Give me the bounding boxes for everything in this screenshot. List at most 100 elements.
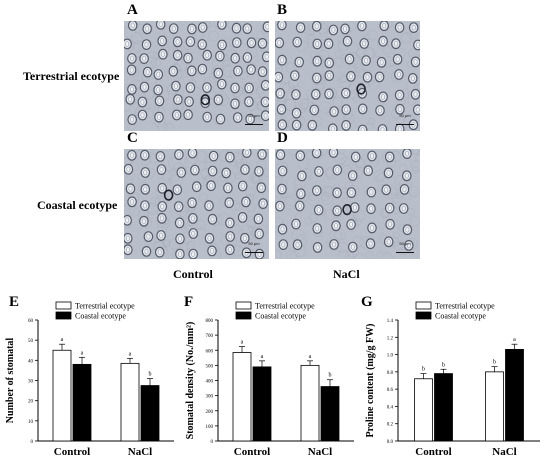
chart-g-bar xyxy=(505,348,524,442)
chart-e-y-tick-label: 50 xyxy=(28,339,34,344)
chart-e-y-tick-label: 0 xyxy=(31,440,34,445)
chart-g-x-tick-label: Control xyxy=(415,446,451,458)
chart-e-y-tick-label: 60 xyxy=(28,319,34,324)
chart-g-y-tick-label: 1.4 xyxy=(387,319,394,324)
panel-letter-d: D xyxy=(277,130,288,146)
panel-letter-g: G xyxy=(361,294,373,310)
panel-letter-c: C xyxy=(127,130,138,146)
chart-f-legend-label: Coastal ecotype xyxy=(255,312,306,321)
column-label-control: Control xyxy=(173,267,213,281)
scale-bar-label-c: 50 μm xyxy=(248,241,260,246)
chart-f-significance-letter: a xyxy=(241,339,244,345)
chart-f: 0 100 200 300 400 500 600 700 800 Stomatal densit… xyxy=(180,298,362,466)
scale-bar-a: 50 μm xyxy=(245,113,263,125)
chart-g-y-tick-label: 1.0 xyxy=(387,354,394,359)
chart-e-legend-swatch xyxy=(55,301,72,310)
chart-f-x-tick-label: NaCl xyxy=(308,446,332,458)
chart-e-y-tick-label: 10 xyxy=(28,420,34,425)
micrograph-d: 50 μm xyxy=(275,149,420,259)
scale-bar-label-b: 50 μm xyxy=(399,113,411,118)
chart-f-y-label: Stomatal density (No./mm²) xyxy=(185,322,196,440)
chart-f-legend-swatch xyxy=(235,301,252,310)
chart-e-significance-letter: a xyxy=(129,351,132,357)
chart-f-y-tick-label: 400 xyxy=(206,380,214,385)
chart-g-x-tick-label: NaCl xyxy=(492,446,516,458)
chart-g-bar xyxy=(485,371,504,442)
row-label-terrestrial: Terrestrial ecotype xyxy=(23,69,120,83)
chart-e-x-tick-label: NaCl xyxy=(128,446,152,458)
chart-e-bar xyxy=(120,362,140,442)
chart-f-svg: 0 100 200 300 400 500 600 700 800 Stomatal densit… xyxy=(185,301,354,458)
chart-g-y-tick-label: 1.2 xyxy=(387,336,394,341)
micrograph-b: 50 μm xyxy=(275,21,420,131)
chart-g-y-label: Proline content (mg/g FW) xyxy=(365,324,376,438)
row-label-coastal: Coastal ecotype xyxy=(37,198,118,212)
column-label-nacl: NaCl xyxy=(333,267,360,281)
chart-f-significance-letter: a xyxy=(309,354,312,360)
chart-g-y-tick-label: 0.2 xyxy=(387,423,394,428)
chart-f-bar xyxy=(232,352,252,442)
micrograph-d-svg xyxy=(275,149,420,259)
chart-f-y-tick-label: 0 xyxy=(211,440,214,445)
chart-e-significance-letter: a xyxy=(61,337,64,343)
micrograph-a: 50 μm xyxy=(124,21,269,131)
chart-g-y-tick-label: 0.8 xyxy=(387,371,394,376)
chart-g-legend-swatch xyxy=(415,301,432,310)
panel-letter-e: E xyxy=(9,294,20,310)
chart-f-y-tick-label: 200 xyxy=(206,410,214,415)
micrograph-b-svg xyxy=(275,21,420,131)
chart-f-legend-swatch xyxy=(235,311,252,320)
scale-bar-label-a: 50 μm xyxy=(248,113,260,118)
chart-f-x-tick-label: Control xyxy=(234,446,270,458)
micrograph-c: 50 μm xyxy=(124,149,269,259)
chart-f-y-tick-label: 800 xyxy=(206,319,214,324)
chart-g-significance-letter: b xyxy=(442,362,445,368)
chart-e-y-tick-label: 40 xyxy=(28,359,34,364)
chart-g-y-tick-label: 0.4 xyxy=(387,405,394,410)
chart-f-bar xyxy=(300,364,320,442)
chart-f-bar xyxy=(252,366,272,442)
chart-f-significance-letter: b xyxy=(329,373,332,379)
chart-g-legend-swatch xyxy=(415,311,432,320)
micrograph-c-svg xyxy=(124,149,269,259)
chart-f-legend-label: Terrestrial ecotype xyxy=(255,302,315,311)
chart-f-y-tick-label: 600 xyxy=(206,349,214,354)
scale-bar-c: 50 μm xyxy=(245,241,263,253)
chart-e-svg: 0 10 20 30 40 50 60 Number of stomatal Terrestri… xyxy=(5,301,174,458)
scale-bar-b: 50 μm xyxy=(396,113,414,125)
chart-e-bar xyxy=(52,349,72,442)
panel-letter-f: F xyxy=(184,294,194,310)
chart-f-y-tick-label: 100 xyxy=(206,425,214,430)
chart-e-y-tick-label: 20 xyxy=(28,400,34,405)
chart-g: 0.0 0.2 0.4 0.6 0.8 1.0 1.2 1.4 Proline content … xyxy=(360,298,548,466)
chart-g-bar xyxy=(414,378,433,442)
chart-f-significance-letter: a xyxy=(261,354,264,360)
chart-e-significance-letter: b xyxy=(149,371,152,377)
chart-e-bar xyxy=(72,363,92,442)
scale-bar-label-d: 50 μm xyxy=(399,241,411,246)
chart-g-y-tick-label: 0.6 xyxy=(387,388,394,393)
chart-f-y-tick-label: 700 xyxy=(206,334,214,339)
chart-e: 0 10 20 30 40 50 60 Number of stomatal Terrestri… xyxy=(0,298,182,466)
chart-f-y-tick-label: 500 xyxy=(206,364,214,369)
chart-e-legend-label: Coastal ecotype xyxy=(75,312,126,321)
panel-letter-b: B xyxy=(277,2,288,18)
chart-e-y-tick-label: 30 xyxy=(28,380,34,385)
chart-g-bar xyxy=(434,373,453,442)
chart-e-y-label: Number of stomatal xyxy=(5,338,16,424)
chart-e-significance-letter: a xyxy=(81,350,84,356)
chart-e-legend-swatch xyxy=(55,311,72,320)
chart-e-x-tick-label: Control xyxy=(54,446,90,458)
micrograph-a-svg xyxy=(124,21,269,131)
chart-g-significance-letter: b xyxy=(493,360,496,366)
chart-e-legend-label: Terrestrial ecotype xyxy=(75,302,135,311)
chart-g-significance-letter: b xyxy=(422,367,425,373)
chart-f-bar xyxy=(320,386,340,442)
chart-f-y-tick-label: 300 xyxy=(206,395,214,400)
chart-e-bar xyxy=(140,385,160,442)
scale-bar-d: 50 μm xyxy=(396,241,414,253)
chart-g-legend-label: Coastal ecotype xyxy=(435,312,486,321)
panel-letter-a: A xyxy=(127,2,138,18)
chart-g-svg: 0.0 0.2 0.4 0.6 0.8 1.0 1.2 1.4 Proline content … xyxy=(365,301,540,458)
chart-g-legend-label: Terrestrial ecotype xyxy=(435,302,495,311)
